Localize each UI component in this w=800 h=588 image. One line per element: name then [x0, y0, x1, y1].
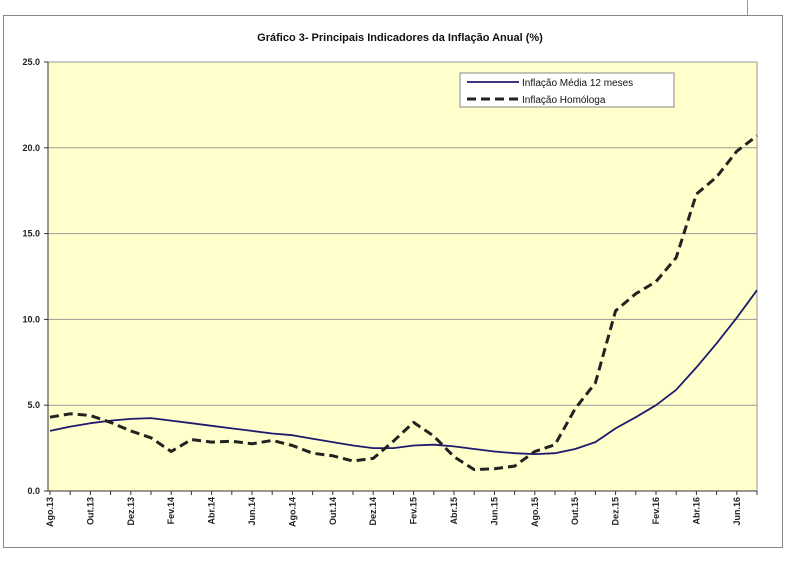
x-tick-label: Abr.16: [691, 497, 701, 525]
y-tick-label: 15.0: [22, 229, 40, 239]
x-tick-label: Out.14: [328, 497, 338, 525]
x-tick-label: Jun.15: [489, 497, 499, 526]
legend-label: Inflação Média 12 meses: [522, 78, 633, 89]
legend-label: Inflação Homóloga: [522, 95, 606, 106]
series-line-1: [49, 289, 758, 456]
y-tick-label: 5.0: [27, 400, 40, 410]
x-tick-label: Jun.16: [732, 497, 742, 526]
x-tick-label: Ago.14: [287, 497, 297, 527]
x-tick-label: Dez.13: [126, 497, 136, 526]
legend: [459, 72, 675, 108]
y-tick-label: 20.0: [22, 143, 40, 153]
x-tick-label: Dez.15: [611, 497, 621, 526]
plot-area: [47, 61, 758, 492]
x-tick-label: Out.15: [570, 497, 580, 525]
y-tick-label: 10.0: [22, 314, 40, 324]
y-tick-label: 0.0: [27, 486, 40, 496]
x-tick-label: Out.13: [85, 497, 95, 525]
series-line-2: [49, 134, 758, 472]
x-tick-label: Fev.16: [651, 497, 661, 524]
x-tick-label: Fev.14: [166, 497, 176, 524]
x-tick-label: Abr.14: [207, 497, 217, 525]
x-tick-label: Ago.15: [530, 497, 540, 527]
x-tick-label: Ago.13: [45, 497, 55, 527]
y-tick-label: 25.0: [22, 57, 40, 67]
page-edge-line: [747, 0, 748, 15]
chart-frame: [3, 15, 783, 548]
x-tick-label: Fev.15: [409, 497, 419, 524]
x-tick-label: Dez.14: [368, 497, 378, 526]
chart-title: Gráfico 3- Principais Indicadores da Inf…: [257, 32, 543, 44]
x-tick-label: Jun.14: [247, 497, 257, 526]
x-tick-label: Abr.15: [449, 497, 459, 525]
